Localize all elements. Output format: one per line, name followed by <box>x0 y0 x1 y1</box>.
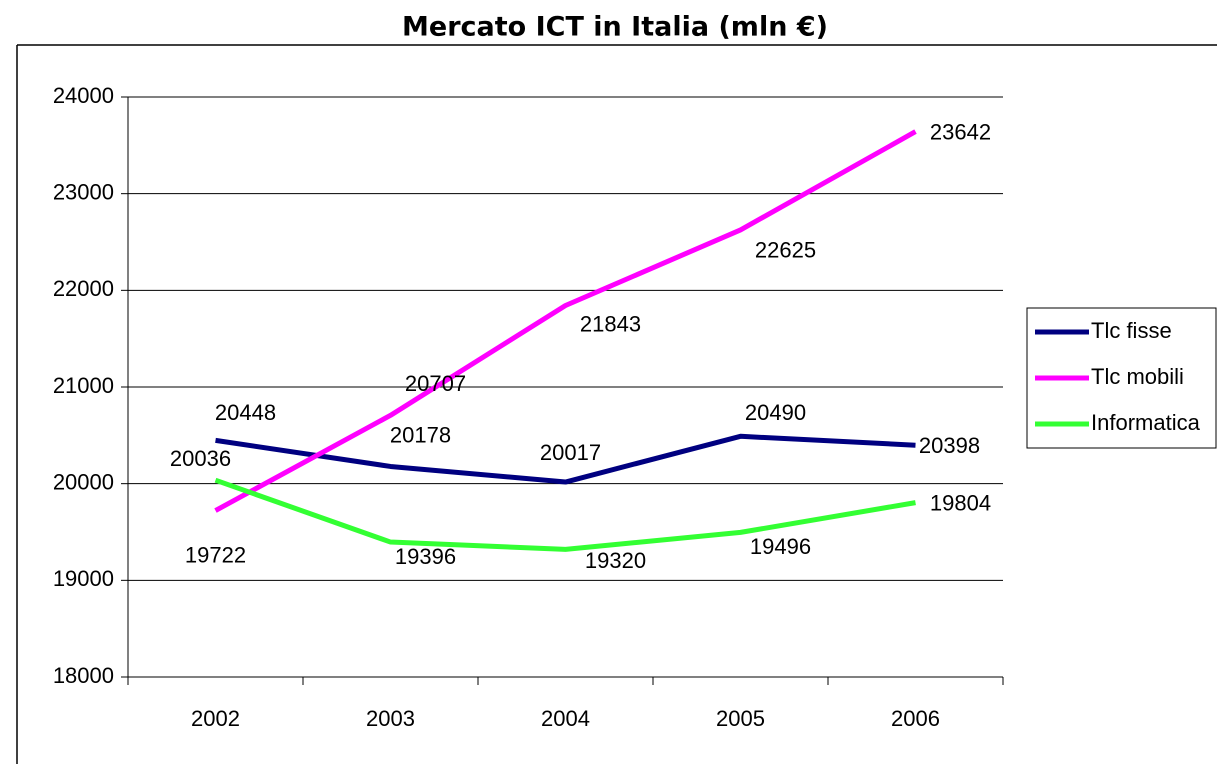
data-label: 19320 <box>585 548 646 573</box>
data-label: 20707 <box>405 371 466 396</box>
data-label: 19722 <box>185 542 246 567</box>
data-label: 20036 <box>170 446 231 471</box>
data-label: 21843 <box>580 311 641 336</box>
y-tick-label: 23000 <box>53 179 114 204</box>
x-tick-label: 2004 <box>541 706 590 731</box>
x-tick-label: 2006 <box>891 706 940 731</box>
y-tick-label: 18000 <box>53 663 114 688</box>
y-tick-label: 22000 <box>53 276 114 301</box>
legend-label: Tlc mobili <box>1091 364 1184 389</box>
data-label: 19396 <box>395 544 456 569</box>
data-label: 19496 <box>750 534 811 559</box>
data-label: 23642 <box>930 119 991 144</box>
y-tick-label: 19000 <box>53 566 114 591</box>
data-label: 20398 <box>919 433 980 458</box>
data-label: 22625 <box>755 238 816 263</box>
data-label: 19804 <box>930 490 991 515</box>
series-line <box>214 477 916 552</box>
data-label: 20448 <box>215 400 276 425</box>
y-tick-label: 20000 <box>53 469 114 494</box>
x-tick-label: 2005 <box>716 706 765 731</box>
series-line <box>214 129 917 513</box>
chart-title: Mercato ICT in Italia (mln €) <box>402 12 828 43</box>
data-label: 20017 <box>540 440 601 465</box>
data-label: 20178 <box>390 422 451 447</box>
x-tick-label: 2003 <box>366 706 415 731</box>
data-label: 20490 <box>745 400 806 425</box>
x-tick-label: 2002 <box>191 706 240 731</box>
legend-label: Informatica <box>1091 410 1201 435</box>
y-tick-label: 24000 <box>53 83 114 108</box>
y-tick-label: 21000 <box>53 373 114 398</box>
legend-label: Tlc fisse <box>1091 318 1172 343</box>
series-line <box>215 433 916 485</box>
